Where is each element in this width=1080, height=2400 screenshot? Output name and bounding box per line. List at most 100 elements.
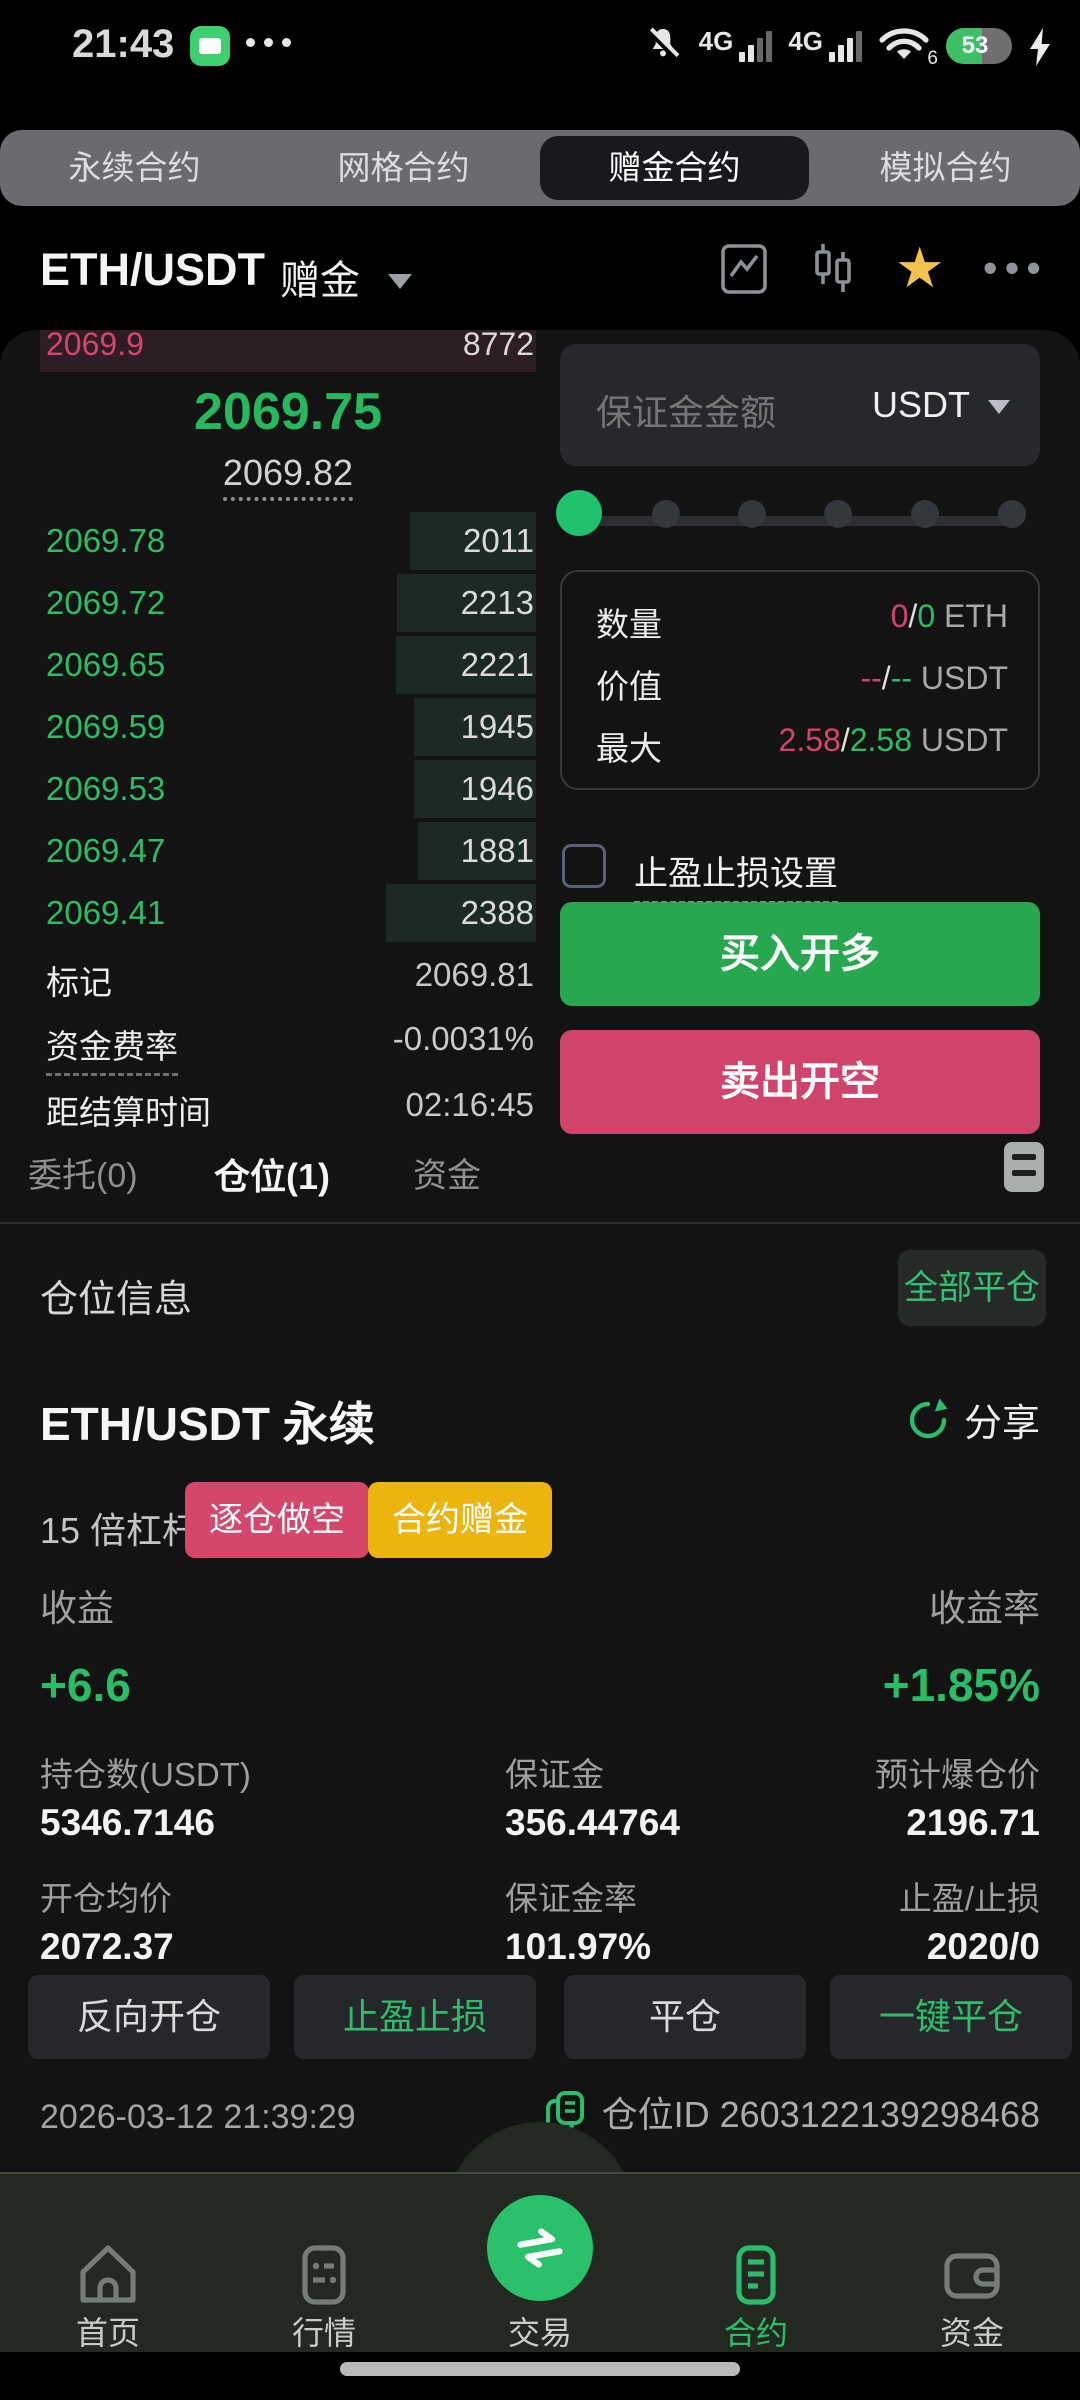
tpsl-settings-label[interactable]: 止盈止损设置 <box>634 846 838 904</box>
quick-close-button[interactable]: 一键平仓 <box>830 1975 1072 2059</box>
home-indicator[interactable] <box>340 2362 740 2376</box>
ask-price: 2069.9 <box>46 330 144 362</box>
nav-assets-icon[interactable] <box>892 2238 1052 2312</box>
share-refresh-icon <box>906 1397 950 1442</box>
status-more-dots-icon <box>246 38 291 47</box>
nav-home-icon[interactable] <box>28 2238 188 2312</box>
position-id: 仓位ID 2603122139298468 <box>601 2094 1040 2135</box>
value-row: 价值 --/-- USDT <box>596 660 1008 705</box>
tpsl-button[interactable]: 止盈止损 <box>294 1975 536 2059</box>
roe-label: 收益率 <box>929 1588 1040 1629</box>
orderbook-bid-row[interactable]: 2069.78 2011 <box>40 510 536 572</box>
nav-markets-label[interactable]: 行情 <box>291 2315 356 2351</box>
nav-trade-button[interactable] <box>487 2195 593 2301</box>
bell-muted-icon <box>643 24 683 64</box>
nav-markets-icon[interactable] <box>244 2238 404 2312</box>
notification-app-icon <box>190 26 230 66</box>
leverage-slider[interactable] <box>580 516 1012 526</box>
orderbook-ask-row[interactable]: 2069.9 8772 <box>40 330 536 372</box>
stat-label: 保证金率 <box>505 1880 637 1917</box>
nav-contracts-icon[interactable] <box>676 2238 836 2312</box>
battery-percent: 53 <box>961 32 989 59</box>
slider-step[interactable] <box>911 500 939 528</box>
roe-value: +1.85% <box>882 1659 1040 1711</box>
orderbook-bid-row[interactable]: 2069.53 1946 <box>40 758 536 820</box>
pair-mode-label[interactable]: 赠金 <box>280 259 360 303</box>
margin-amount-input[interactable]: 保证金金额 USDT <box>560 344 1040 466</box>
stat-value: 356.44764 <box>505 1802 680 1843</box>
currency-selector[interactable]: USDT <box>872 384 970 425</box>
charging-bolt-icon <box>1028 28 1052 66</box>
tab-bonus[interactable]: 赠金合约 <box>540 136 809 200</box>
list-view-icon[interactable] <box>1004 1142 1044 1192</box>
pnl-value: +6.6 <box>40 1659 131 1711</box>
nav-contracts-label[interactable]: 合约 <box>723 2315 788 2351</box>
close-all-button[interactable]: 全部平仓 <box>898 1250 1046 1326</box>
tpsl-checkbox[interactable] <box>562 844 606 888</box>
more-options-icon[interactable]: ••• <box>982 244 1048 291</box>
stat-label: 止盈/止损 <box>898 1880 1040 1917</box>
leverage-label: 15 倍杠杆 <box>40 1510 199 1551</box>
nav-home-label[interactable]: 首页 <box>75 2315 140 2351</box>
settlement-countdown-row: 距结算时间 02:16:45 <box>46 1086 534 1131</box>
index-price[interactable]: 2069.82 <box>222 452 354 501</box>
share-button[interactable]: 分享 <box>906 1392 1040 1447</box>
contract-bonus-badge: 合约赠金 <box>368 1482 552 1558</box>
reverse-position-button[interactable]: 反向开仓 <box>28 1975 270 2059</box>
max-row: 最大 2.58/2.58 USDT <box>596 722 1008 767</box>
stat-label: 开仓均价 <box>40 1880 172 1917</box>
isolated-short-badge: 逐仓做空 <box>185 1482 369 1558</box>
sell-open-short-button[interactable]: 卖出开空 <box>560 1030 1040 1134</box>
slider-step[interactable] <box>998 500 1026 528</box>
chart-icon[interactable] <box>719 240 769 296</box>
buy-open-long-button[interactable]: 买入开多 <box>560 902 1040 1006</box>
slider-step[interactable] <box>652 500 680 528</box>
orderbook-bid-row[interactable]: 2069.41 2388 <box>40 882 536 944</box>
signal-4g-icon: 4G <box>699 28 773 68</box>
share-label: 分享 <box>963 1403 1040 1445</box>
tab-perpetual[interactable]: 永续合约 <box>68 149 201 186</box>
stat-label: 保证金 <box>505 1756 604 1793</box>
tab-orders[interactable]: 委托(0) <box>28 1157 138 1195</box>
mark-price-row: 标记 2069.81 <box>46 956 534 1001</box>
status-time: 21:43 <box>72 22 175 66</box>
slider-step[interactable] <box>824 500 852 528</box>
candlestick-icon[interactable] <box>807 240 857 296</box>
orderbook-bid-row[interactable]: 2069.47 1881 <box>40 820 536 882</box>
orderbook-bid-row[interactable]: 2069.59 1945 <box>40 696 536 758</box>
nav-assets-label[interactable]: 资金 <box>939 2315 1004 2351</box>
pair-dropdown-caret-icon[interactable] <box>388 274 412 289</box>
tab-grid[interactable]: 网格合约 <box>337 149 470 186</box>
orderbook-bid-row[interactable]: 2069.72 2213 <box>40 572 536 634</box>
currency-caret-icon[interactable] <box>988 400 1010 414</box>
tab-positions[interactable]: 仓位(1) <box>214 1156 330 1197</box>
trade-panel-card: 2069.9 8772 2069.75 2069.82 2069.78 2011 … <box>0 330 1080 2175</box>
slider-step[interactable] <box>738 500 766 528</box>
position-pair: ETH/USDT 永续 <box>40 1398 375 1450</box>
battery-icon: 53 <box>946 28 1012 64</box>
close-position-button[interactable]: 平仓 <box>564 1975 806 2059</box>
favorite-star-icon[interactable]: ★ <box>894 236 945 299</box>
copy-icon[interactable] <box>544 2089 586 2135</box>
last-price: 2069.75 <box>194 383 382 441</box>
slider-handle[interactable] <box>556 490 602 536</box>
section-divider <box>0 1222 1080 1224</box>
stat-value: 2020/0 <box>926 1926 1040 1967</box>
pair-symbol[interactable]: ETH/USDT <box>40 244 265 295</box>
tab-assets[interactable]: 资金 <box>413 1157 481 1195</box>
tab-demo[interactable]: 模拟合约 <box>879 149 1012 186</box>
stat-value: 101.97% <box>505 1926 652 1967</box>
stat-value: 2196.71 <box>906 1802 1040 1843</box>
status-icons: 4G 4G 6 53 <box>643 20 1052 69</box>
position-timestamp: 2026-03-12 21:39:29 <box>40 2098 356 2136</box>
stat-label: 预计爆仓价 <box>875 1756 1040 1793</box>
pnl-label: 收益 <box>40 1588 114 1629</box>
position-id-row[interactable]: 仓位ID 2603122139298468 <box>544 2086 1040 2138</box>
wifi-icon: 6 <box>878 24 938 69</box>
nav-trade-label[interactable]: 交易 <box>507 2315 572 2351</box>
signal-4g-icon-2: 4G <box>788 28 862 68</box>
quantity-row: 数量 0/0 ETH <box>596 598 1008 643</box>
stat-label: 持仓数(USDT) <box>40 1756 251 1793</box>
orderbook-bid-row[interactable]: 2069.65 2221 <box>40 634 536 696</box>
